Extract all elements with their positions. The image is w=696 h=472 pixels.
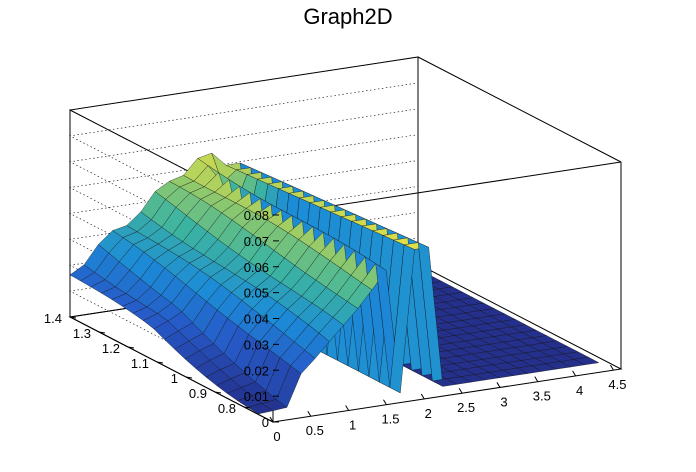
x-tick-label: 0.5 <box>306 423 324 438</box>
x-tick-mark <box>269 416 274 423</box>
x-tick-mark <box>534 376 539 382</box>
chart-title: Graph2D <box>303 4 392 29</box>
surface-cell <box>573 356 600 366</box>
x-tick-label: 3.5 <box>533 389 551 404</box>
y-tick-mark <box>127 346 135 349</box>
x-tick-mark <box>307 410 312 417</box>
y-tick-mark <box>98 331 106 334</box>
x-tick-mark <box>420 393 425 400</box>
x-tick-mark <box>572 370 577 377</box>
y-tick-label: 1.3 <box>73 326 91 341</box>
y-tick-label: 1.4 <box>44 311 62 326</box>
z-tick-label: 0 <box>262 415 269 430</box>
y-tick-label: 1.2 <box>102 341 120 356</box>
y-tick-mark <box>243 406 251 409</box>
axis-ticks: 0 0.01 0.02 0.03 0.04 0.05 0.06 0.07 0.08 0.8 0.9 1… <box>44 208 627 444</box>
y-tick-mark <box>214 391 222 394</box>
x-tick-label: 2.5 <box>457 400 475 415</box>
x-tick-label: 1.5 <box>381 412 399 427</box>
x-tick-label: 3 <box>500 394 507 409</box>
z-tick-label: 0.03 <box>244 337 269 352</box>
x-tick-label: 1 <box>349 417 356 432</box>
y-tick-label: 1.1 <box>131 356 149 371</box>
z-tick-label: 0.02 <box>244 363 269 378</box>
x-tick-label: 2 <box>425 406 432 421</box>
x-tick-label: 0 <box>273 429 280 444</box>
z-tick-label: 0.04 <box>244 312 269 327</box>
y-tick-mark <box>185 376 193 379</box>
surface-mesh <box>69 152 600 415</box>
x-tick-mark <box>496 382 501 388</box>
z-tick-label: 0.05 <box>244 286 269 301</box>
y-tick-mark <box>69 316 77 319</box>
x-tick-mark <box>383 399 387 405</box>
x-tick-mark <box>610 364 614 371</box>
x-tick-label: 4.5 <box>608 377 626 392</box>
y-tick-mark <box>156 361 164 364</box>
y-tick-label: 1 <box>171 371 178 386</box>
x-tick-mark <box>458 387 463 394</box>
y-tick-label: 0.8 <box>218 401 236 416</box>
x-tick-label: 4 <box>576 383 583 398</box>
x-tick-mark <box>345 405 350 411</box>
z-tick-label: 0.01 <box>244 389 269 404</box>
top-right-edge <box>417 56 622 163</box>
y-tick-label: 0.9 <box>189 386 207 401</box>
z-tick-label: 0.06 <box>244 260 269 275</box>
z-tick-label: 0.07 <box>244 234 269 249</box>
z-tick-label: 0.08 <box>244 208 269 223</box>
